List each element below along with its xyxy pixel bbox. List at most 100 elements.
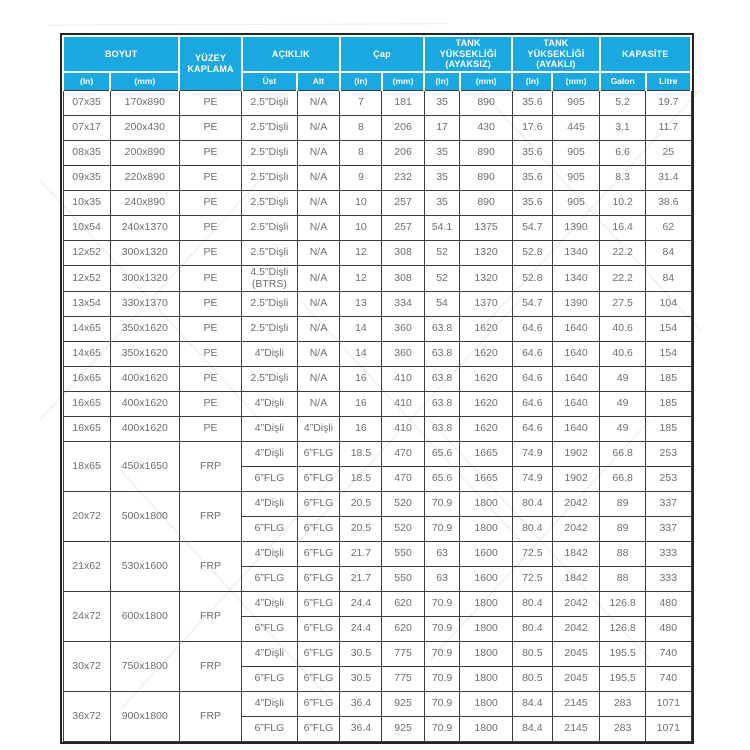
table-row: 21x62 530x1600 FRP 4”Dişli 6”FLG 21.7 550 63 160… <box>62 541 692 592</box>
table-cell: 6”FLG <box>296 466 341 492</box>
table-cell: 2.5”Dişli <box>241 291 298 317</box>
table-cell: 1902 <box>551 441 601 467</box>
table-cell: 154 <box>645 316 692 342</box>
table-cell: 6”FLG <box>241 516 298 542</box>
table-cell: 445 <box>551 115 601 141</box>
table-cell: 1800 <box>459 516 513 542</box>
table-cell: 4”Dişli <box>296 416 341 442</box>
table-cell: 18x65 <box>62 441 111 492</box>
table-cell: 2.5”Dişli <box>241 165 298 191</box>
table-cell: 550 <box>381 541 425 567</box>
table-cell: 2042 <box>551 616 601 642</box>
table-cell: 07x35 <box>62 90 111 116</box>
table-cell: PE <box>178 140 243 166</box>
table-cell: 283 <box>599 716 647 742</box>
table-cell: 1640 <box>551 316 601 342</box>
table-cell: PE <box>178 190 243 216</box>
table-cell: 52 <box>423 265 461 292</box>
table-cell: 24.4 <box>339 591 383 617</box>
table-cell: 6.6 <box>599 140 647 166</box>
header-tank-yuksekligi-ayakli: TANK YÜKSEKLİĞİ (AYAKLI) <box>511 35 601 72</box>
table-cell: PE <box>178 115 243 141</box>
table-cell: 16 <box>339 416 383 442</box>
table-cell: PE <box>178 240 243 266</box>
table-cell: 30.5 <box>339 666 383 692</box>
table-cell: 2045 <box>551 666 601 692</box>
table-cell: 21.7 <box>339 566 383 592</box>
table-cell: 520 <box>381 516 425 542</box>
table-cell: 16x65 <box>62 391 111 417</box>
table-cell: 1340 <box>551 240 601 266</box>
table-cell: PE <box>178 341 243 367</box>
table-cell: N/A <box>296 291 341 317</box>
table-cell: 1390 <box>551 215 601 241</box>
table-row: 16x65 400x1620 PE 4”Dişli N/A 16 410 63.8 1620 64… <box>62 391 692 417</box>
table-cell: FRP <box>178 441 243 492</box>
table-cell: 63.8 <box>423 416 461 442</box>
table-cell: 54.7 <box>511 215 553 241</box>
table-cell: 63.8 <box>423 316 461 342</box>
table-cell: 620 <box>381 616 425 642</box>
table-cell: 63 <box>423 566 461 592</box>
table-cell: 2045 <box>551 641 601 667</box>
table-row: 14x65 350x1620 PE 4”Dişli N/A 14 360 63.8 1620 64… <box>62 341 692 367</box>
table-cell: 410 <box>381 416 425 442</box>
table-cell: 185 <box>645 416 692 442</box>
table-cell: PE <box>178 316 243 342</box>
subheader-ayaksiz-in: (In) <box>423 71 461 91</box>
table-cell: 80.4 <box>511 491 553 517</box>
header-kapasite: KAPASİTE <box>598 35 693 72</box>
table-cell: 3.1 <box>599 115 647 141</box>
table-cell: 64.6 <box>511 416 553 442</box>
table-cell: 300x1320 <box>109 265 180 292</box>
table-cell: 84.4 <box>511 691 553 717</box>
table-cell: N/A <box>296 265 341 292</box>
table-cell: 1800 <box>459 591 513 617</box>
table-cell: 09x35 <box>62 165 111 191</box>
table-cell: 22.2 <box>599 240 647 266</box>
table-cell: 2.5”Dişli <box>241 240 298 266</box>
table-cell: 35.6 <box>511 90 553 116</box>
table-cell: 52 <box>423 240 461 266</box>
table-cell: 4.5”Dişli (BTRS) <box>241 265 298 292</box>
table-cell: 6”FLG <box>296 491 341 517</box>
table-cell: 2042 <box>551 591 601 617</box>
table-row: 12x52 300x1320 PE 4.5”Dişli (BTRS) N/A 12 308 5… <box>62 265 692 292</box>
table-cell: 13x54 <box>62 291 111 317</box>
table-cell: 1902 <box>551 466 601 492</box>
table-cell: N/A <box>296 90 341 116</box>
table-cell: 89 <box>599 491 647 517</box>
table-cell: 1640 <box>551 341 601 367</box>
table-cell: 185 <box>645 366 692 392</box>
table-cell: 6”FLG <box>296 591 341 617</box>
table-cell: 6”FLG <box>296 691 341 717</box>
table-cell: 16 <box>339 366 383 392</box>
table-cell: N/A <box>296 165 341 191</box>
table-cell: 7 <box>339 90 383 116</box>
table-cell: 74.9 <box>511 466 553 492</box>
table-cell: 6”FLG <box>241 466 298 492</box>
table-cell: 66.8 <box>599 466 647 492</box>
table-cell: N/A <box>296 341 341 367</box>
table-cell: 1600 <box>459 541 513 567</box>
subheader-ayakli-mm: (mm) <box>551 71 601 91</box>
table-cell: 2.5”Dişli <box>241 140 298 166</box>
table-cell: 88 <box>599 566 647 592</box>
table-cell: 31.4 <box>645 165 692 191</box>
table-cell: 17.6 <box>511 115 553 141</box>
table-cell: 6”FLG <box>296 716 341 742</box>
table-cell: 283 <box>599 691 647 717</box>
table-cell: 2.5”Dişli <box>241 115 298 141</box>
table-cell: 232 <box>381 165 425 191</box>
table-cell: 620 <box>381 591 425 617</box>
table-cell: 334 <box>381 291 425 317</box>
table-cell: 62 <box>645 215 692 241</box>
table-cell: 4”Dişli <box>241 416 298 442</box>
table-cell: 300x1320 <box>109 240 180 266</box>
table-cell: 2.5”Dişli <box>241 316 298 342</box>
header-sub-row: (In) (mm) Üst Alt (In) (mm) (In) (mm) (I… <box>61 71 693 91</box>
table-cell: 253 <box>645 441 692 467</box>
table-cell: 40.6 <box>599 341 647 367</box>
table-cell: 64.6 <box>511 316 553 342</box>
table-cell: 4”Dişli <box>241 391 298 417</box>
